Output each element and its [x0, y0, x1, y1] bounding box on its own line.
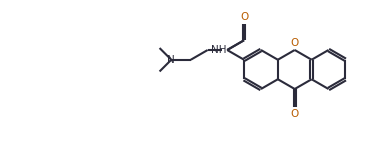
Text: NH: NH — [211, 45, 226, 55]
Text: N: N — [168, 55, 175, 65]
Text: O: O — [240, 12, 248, 22]
Text: O: O — [291, 38, 299, 47]
Text: O: O — [291, 109, 299, 119]
